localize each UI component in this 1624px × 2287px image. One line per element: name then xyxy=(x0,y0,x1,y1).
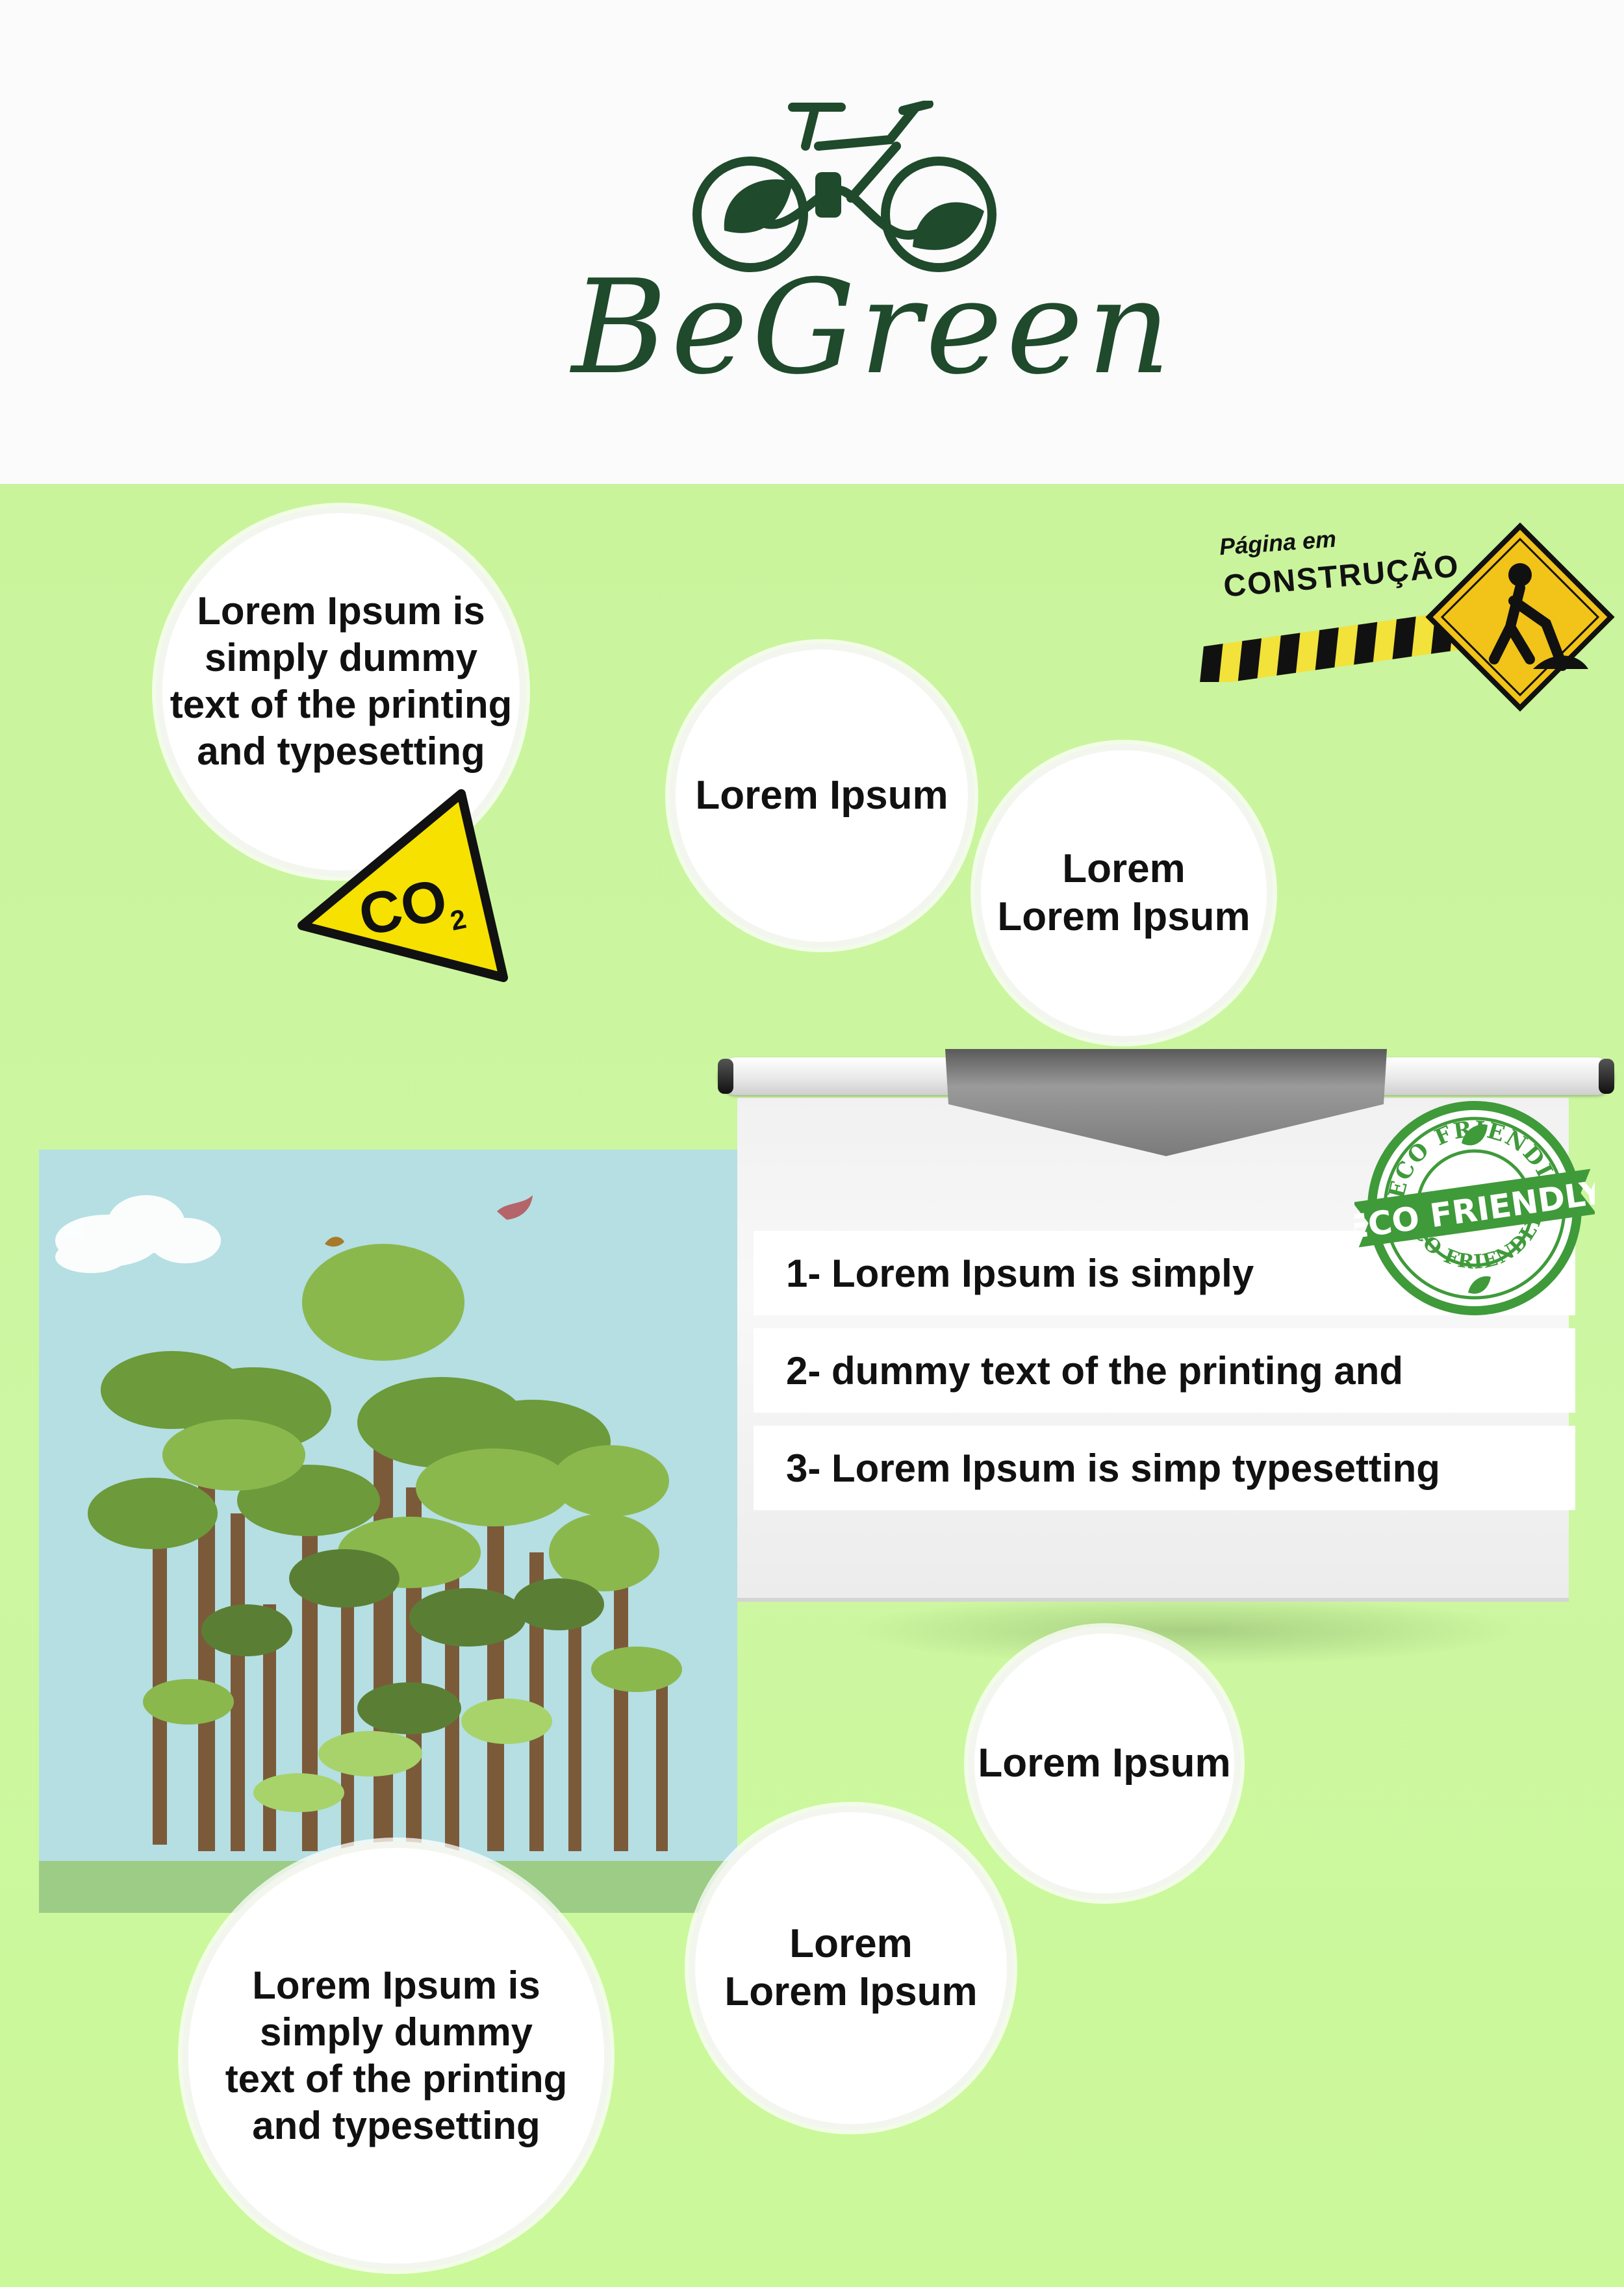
eco-friendly-stamp: ECO FRIENDLY ECO FRIENDLY ECO FRIENDLY xyxy=(1354,1101,1595,1315)
forest-illustration xyxy=(39,1150,737,1913)
bubble-outro: Lorem Ipsum is simply dummy text of the … xyxy=(182,1841,611,2270)
construction-line1: Página em xyxy=(1218,525,1338,561)
board-list-item: 3- Lorem Ipsum is simp typesetting xyxy=(754,1426,1575,1510)
bubble-lorem-2-text: Lorem Lorem Ipsum xyxy=(997,846,1250,939)
bubble-lorem-4-text: Lorem Lorem Ipsum xyxy=(724,1921,978,2014)
brand-wordmark: BeGreen xyxy=(572,252,1175,403)
bubble-outro-text: Lorem Ipsum is simply dummy text of the … xyxy=(225,1964,568,2147)
bubble-intro: Lorem Ipsum is simply dummy text of the … xyxy=(156,507,526,877)
brand-logo[interactable]: BeGreen xyxy=(552,101,1175,425)
bubble-lorem-3: Lorem Ipsum xyxy=(968,1627,1241,1900)
co2-warning-icon: CO2 xyxy=(298,789,508,982)
bubble-lorem-3-text: Lorem Ipsum xyxy=(978,1740,1231,1786)
worker-warning-icon xyxy=(1425,522,1615,712)
construction-sign: Página em CONSTRUÇÃO xyxy=(1199,513,1621,721)
board-list-item-text: 3- Lorem Ipsum is simp typesetting xyxy=(786,1446,1440,1490)
bubble-lorem-1-text: Lorem Ipsum xyxy=(695,772,948,818)
board-roller-cap-right xyxy=(1599,1059,1614,1094)
board-list-item-text: 1- Lorem Ipsum is simply xyxy=(786,1251,1254,1295)
board-list-item-text: 2- dummy text of the printing and xyxy=(786,1348,1404,1393)
header: BeGreen xyxy=(0,0,1624,484)
bubble-intro-text: Lorem Ipsum is simply dummy text of the … xyxy=(170,589,513,773)
board-hanger-icon xyxy=(945,1049,1387,1156)
bubble-lorem-4: Lorem Lorem Ipsum xyxy=(689,1806,1013,2130)
hazard-stripes-icon xyxy=(1199,611,1486,682)
bubble-lorem-1: Lorem Ipsum xyxy=(669,643,974,948)
board-roller-cap-left xyxy=(718,1059,733,1094)
bubble-lorem-2: Lorem Lorem Ipsum xyxy=(974,744,1273,1042)
board-list-item: 2- dummy text of the printing and xyxy=(754,1328,1575,1413)
bicycle-leaf-icon xyxy=(692,101,996,272)
